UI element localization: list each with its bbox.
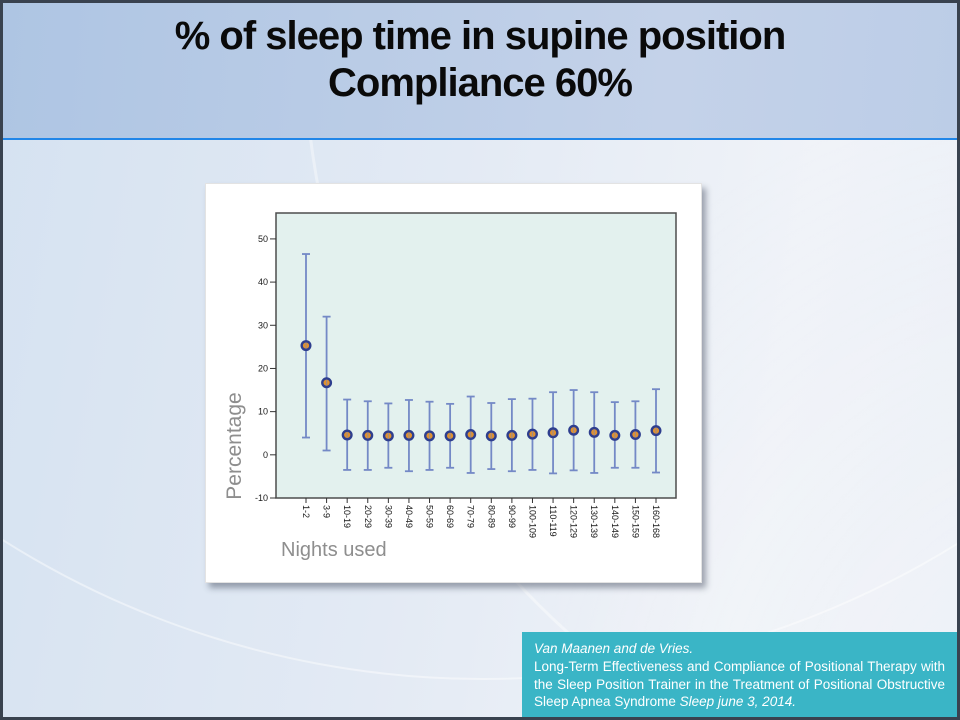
svg-text:140-149: 140-149 (610, 505, 620, 538)
citation-authors-text: Van Maanen and de Vries. (534, 641, 694, 656)
svg-text:40-49: 40-49 (404, 505, 414, 528)
citation-box: Van Maanen and de Vries. Long-Term Effec… (522, 632, 957, 717)
title-divider-line (3, 138, 957, 140)
svg-text:160-168: 160-168 (651, 505, 661, 538)
citation-journal-text: Sleep june 3, 2014. (679, 694, 796, 710)
svg-text:1-2: 1-2 (301, 505, 311, 518)
svg-text:0: 0 (263, 450, 268, 460)
svg-text:-10: -10 (255, 493, 268, 503)
svg-text:10: 10 (258, 407, 268, 417)
svg-text:50-59: 50-59 (425, 505, 435, 528)
svg-text:Percentage: Percentage (223, 392, 246, 499)
svg-text:70-79: 70-79 (466, 505, 476, 528)
citation-body-text: Long-Term Effectiveness and Compliance o… (534, 658, 945, 710)
svg-text:90-99: 90-99 (507, 505, 517, 528)
svg-text:120-129: 120-129 (569, 505, 579, 538)
svg-text:50: 50 (258, 234, 268, 244)
slide-title-band: % of sleep time in supine position Compl… (3, 3, 957, 138)
citation-text: Long-Term Effectiveness and Compliance o… (534, 658, 945, 711)
svg-text:30-39: 30-39 (383, 505, 393, 528)
svg-text:Nights used: Nights used (281, 539, 387, 561)
slide-body: -10 0 10 20 30 40 50 1-2 3-9 10-19 20-29 30-39 40-49… (3, 140, 957, 717)
svg-text:30: 30 (258, 320, 268, 330)
slide-title-line1: % of sleep time in supine position (174, 14, 787, 58)
svg-text:10-19: 10-19 (342, 505, 352, 528)
slide-title: % of sleep time in supine position Compl… (3, 3, 957, 107)
svg-text:3-9: 3-9 (322, 505, 332, 518)
chart-panel: -10 0 10 20 30 40 50 1-2 3-9 10-19 20-29 30-39 40-49… (205, 183, 702, 583)
svg-text:20-29: 20-29 (363, 505, 373, 528)
svg-text:80-89: 80-89 (486, 505, 496, 528)
svg-text:40: 40 (258, 277, 268, 287)
errorbar-chart: -10 0 10 20 30 40 50 1-2 3-9 10-19 20-29 30-39 40-49… (206, 184, 701, 582)
svg-text:20: 20 (258, 363, 268, 373)
citation-authors: Van Maanen and de Vries. (534, 640, 945, 658)
svg-text:150-159: 150-159 (630, 505, 640, 538)
svg-text:60-69: 60-69 (445, 505, 455, 528)
svg-text:110-119: 110-119 (548, 505, 558, 537)
slide-title-line2: Compliance 60% (328, 61, 633, 106)
svg-text:130-139: 130-139 (589, 505, 599, 538)
svg-text:100-109: 100-109 (527, 505, 537, 538)
